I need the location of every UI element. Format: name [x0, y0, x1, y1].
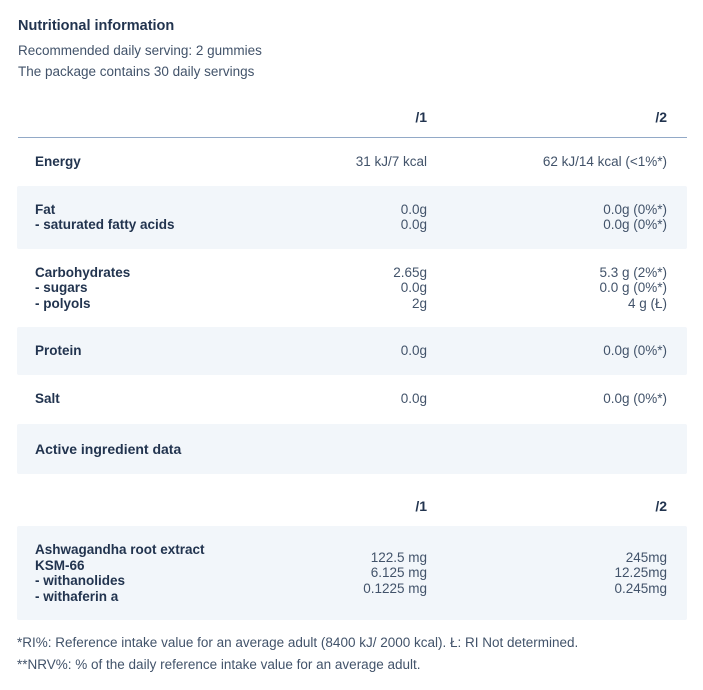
table-row: Fat - saturated fatty acids 0.0g 0.0g 0.0g…: [17, 185, 687, 249]
table-row: Protein 0.0g 0.0g (0%*): [17, 327, 687, 375]
row-label-line: Fat: [35, 201, 56, 217]
row-value-line: 0.0g: [400, 343, 427, 358]
row-labels: Salt: [35, 391, 287, 407]
row-value-line: 0.0g: [400, 390, 427, 406]
row-value-line: 12.25mg: [614, 565, 667, 581]
row-value-line: 2.65g: [393, 264, 427, 280]
row-per1-value: 31 kJ/7 kcal: [287, 154, 427, 170]
row-value-line: 5.3 g (2%*): [599, 264, 667, 280]
row-value-line: 0.245mg: [614, 580, 667, 596]
package-note: The package contains 30 daily servings: [18, 64, 255, 79]
nutrition-table: /1 /2 Energy 31 kJ/7 kcal 62 kJ/14 kcal …: [17, 85, 687, 620]
footnotes: *RI%: Reference intake value for an aver…: [17, 635, 687, 672]
col-per1-header-2: /1: [415, 498, 427, 514]
column-header-row: /1 /2: [17, 85, 687, 137]
row-value-line: 0.1225 mg: [363, 580, 427, 596]
row-value-line: 0.0g: [400, 201, 427, 217]
row-labels: Protein: [35, 343, 287, 359]
active-ingredient-rows: Ashwagandha root extract KSM-66- withanol…: [17, 526, 687, 620]
row-value-line: 0.0g (0%*): [603, 217, 667, 232]
col-per2-header: /2: [655, 109, 667, 125]
column-header-row-2: /1 /2: [17, 474, 687, 526]
row-label-line: - saturated fatty acids: [35, 217, 175, 232]
row-value-line: 0.0g (0%*): [603, 390, 667, 406]
row-per1-value: 0.0g: [287, 343, 427, 359]
row-label-line: Ashwagandha root extract: [35, 542, 205, 557]
col-per1-header: /1: [415, 109, 427, 125]
row-value-line: 62 kJ/14 kcal (<1%*): [542, 154, 667, 169]
column-header-spacer: [35, 109, 287, 125]
row-per2-value: 5.3 g (2%*) 0.0 g (0%*) 4 g (Ł): [427, 265, 667, 312]
row-label-line: Salt: [35, 390, 60, 406]
row-value-line: 0.0g: [400, 217, 427, 232]
nutrition-rows: Energy 31 kJ/7 kcal 62 kJ/14 kcal (<1%*)…: [17, 138, 687, 422]
row-value-line: 0.0g (0%*): [603, 343, 667, 358]
row-label-line: Energy: [35, 154, 81, 169]
row-per1-value: 122.5 mg 6.125 mg 0.1225 mg: [287, 550, 427, 597]
serving-note: Recommended daily serving: 2 gummies: [18, 43, 262, 58]
row-label-line: KSM-66: [35, 557, 85, 573]
row-label-line: - sugars: [35, 280, 88, 295]
row-per2-value: 0.0g (0%*) 0.0g (0%*): [427, 202, 667, 233]
row-labels: Ashwagandha root extract KSM-66- withanol…: [35, 542, 287, 604]
row-label-line: - polyols: [35, 295, 91, 311]
row-label-line: - withaferin a: [35, 588, 119, 604]
row-per2-value: 0.0g (0%*): [427, 343, 667, 359]
row-per1-value: 0.0g: [287, 391, 427, 407]
row-labels: Energy: [35, 154, 287, 170]
column-header-spacer: [35, 498, 287, 514]
row-value-line: 31 kJ/7 kcal: [355, 154, 427, 169]
row-labels: Fat - saturated fatty acids: [35, 202, 287, 233]
table-row: Carbohydrates - sugars - polyols 2.65g 0.0g…: [17, 249, 687, 328]
row-value-line: 0.0 g (0%*): [599, 280, 667, 295]
col-per2-header-2: /2: [655, 498, 667, 514]
table-row: Energy 31 kJ/7 kcal 62 kJ/14 kcal (<1%*): [17, 138, 687, 186]
page-title: Nutritional information: [18, 18, 175, 34]
header-divider: [18, 137, 687, 138]
nutrition-panel: Nutritional information Recommended dail…: [17, 18, 687, 672]
row-label-line: Protein: [35, 343, 82, 358]
row-per2-value: 0.0g (0%*): [427, 391, 667, 407]
table-row: Ashwagandha root extract KSM-66- withanol…: [17, 526, 687, 620]
row-value-line: 245mg: [625, 549, 667, 565]
row-value-line: 122.5 mg: [370, 549, 427, 565]
table-row: Salt 0.0g 0.0g (0%*): [17, 375, 687, 423]
row-label-line: Carbohydrates: [35, 264, 131, 280]
row-per2-value: 245mg 12.25mg 0.245mg: [427, 550, 667, 597]
row-value-line: 0.0g (0%*): [603, 201, 667, 217]
row-value-line: 6.125 mg: [370, 565, 427, 581]
footnote-ri: *RI%: Reference intake value for an aver…: [17, 635, 579, 650]
row-per1-value: 0.0g 0.0g: [287, 202, 427, 233]
footnote-nrv: **NRV%: % of the daily reference intake …: [17, 657, 421, 672]
row-value-line: 0.0g: [400, 280, 427, 295]
row-value-line: 2g: [411, 295, 427, 311]
row-per2-value: 62 kJ/14 kcal (<1%*): [427, 154, 667, 170]
row-per1-value: 2.65g 0.0g 2g: [287, 265, 427, 312]
row-labels: Carbohydrates - sugars - polyols: [35, 265, 287, 312]
row-value-line: 4 g (Ł): [627, 295, 667, 311]
row-label-line: - withanolides: [35, 573, 126, 588]
section-header-row: Active ingredient data: [17, 424, 687, 474]
